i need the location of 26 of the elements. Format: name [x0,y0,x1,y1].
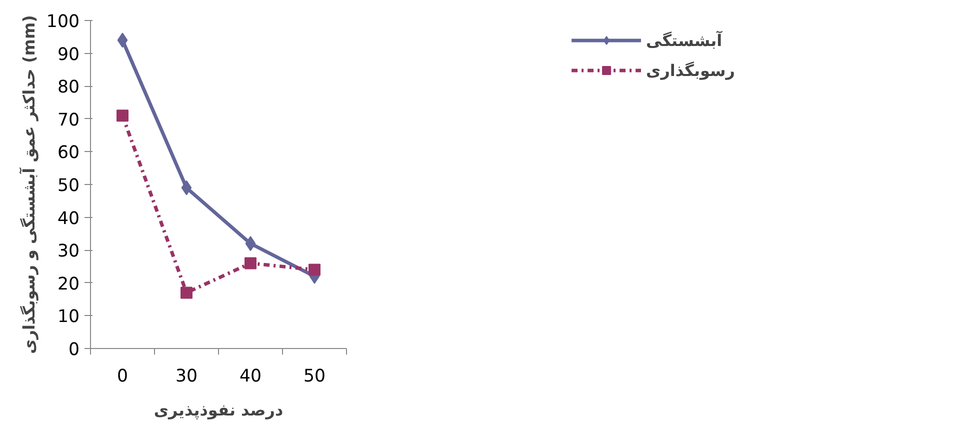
point [245,236,256,252]
y-tick-label: 20 [57,274,80,294]
point [181,180,192,196]
y-tick-label: 30 [57,242,80,262]
x-tick-label: 50 [303,366,326,386]
legend-label: رسوبگذاری [646,60,735,80]
y-tick-label: 60 [57,143,80,164]
y-tick-label: 100 [46,12,80,32]
y-tick-label: 90 [57,44,80,65]
point [117,32,128,48]
legend-label: آبشستگی [646,30,722,50]
y-tick-label: 0 [68,340,80,360]
point [308,264,320,276]
y-axis-title: حداکثر عمق آبشستگی و رسوبگذاری (mm) [18,15,38,354]
y-tick-label: 40 [57,208,80,229]
x-tick-label: 0 [116,366,128,386]
y-tick-label: 80 [57,78,80,98]
y-tick-label: 50 [57,176,80,196]
x-tick-label: 30 [175,366,198,386]
point [244,257,256,270]
point [116,110,128,122]
x-axis-title: درصد نفوذپذیری [154,400,284,420]
x-tick-label: 40 [239,366,262,386]
y-tick-label: 70 [57,110,80,130]
point [180,286,192,299]
y-tick-label: 10 [57,307,80,328]
